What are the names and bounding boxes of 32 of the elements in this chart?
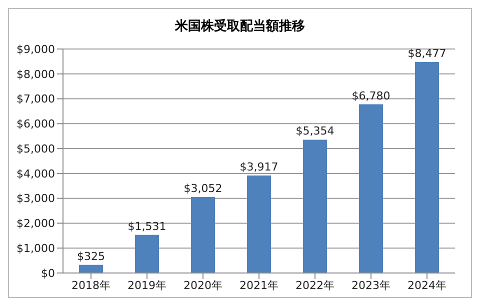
y-tick-label: $8,000 [16,68,55,81]
data-label: $5,354 [296,124,334,138]
y-tick-label: $4,000 [16,167,55,180]
bar [191,197,215,273]
x-tick-label: 2022年 [296,278,334,292]
data-label: $1,531 [128,220,166,233]
bar [303,140,327,273]
x-tick-label: 2024年 [408,278,446,292]
data-label: $6,780 [352,89,390,102]
bar [247,176,271,273]
chart-title: 米国株受取配当額推移 [174,18,306,36]
bar [135,234,159,273]
x-tick-label: 2021年 [240,278,278,292]
x-tick-label: 2020年 [184,278,222,292]
y-tick-label: $3,000 [16,192,55,206]
y-tick-label: $1,000 [16,242,55,256]
data-label: $3,052 [184,182,222,196]
bar [415,62,439,273]
data-label: $8,477 [408,47,446,60]
y-tick-label: $9,000 [16,42,55,56]
y-tick-label: $7,000 [16,92,55,106]
x-tick-label: 2019年 [128,278,166,292]
data-label: $325 [77,250,105,263]
x-tick-label: 2023年 [352,278,390,292]
data-label: $3,917 [240,160,278,174]
y-tick-label: $5,000 [16,142,55,156]
y-tick-label: $0 [41,266,55,280]
y-tick-label: $2,000 [16,217,55,230]
bar [359,104,383,273]
y-tick-label: $6,000 [16,118,55,131]
x-tick-label: 2018年 [72,278,110,292]
bar [79,264,103,273]
